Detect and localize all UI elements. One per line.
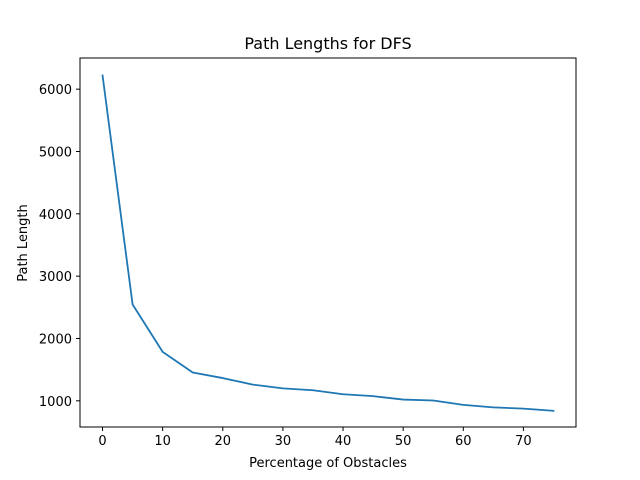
y-tick-label: 5000: [39, 145, 72, 160]
y-tick-label: 4000: [39, 208, 72, 223]
data-point-0-13: [492, 406, 494, 408]
x-axis-title: Percentage of Obstacles: [249, 456, 407, 471]
data-point-0-1: [132, 304, 134, 306]
plot-frame: [79, 57, 577, 428]
series-line-0: [101, 74, 555, 412]
x-tick-label: 50: [395, 434, 412, 449]
y-tick-label: 1000: [39, 395, 72, 410]
x-tick-label: 0: [98, 434, 106, 449]
plot-area: 0 10 20 30 40 50 60 70 1000 2000 3000 4000 5000 6000: [39, 57, 577, 449]
x-tick-label: 40: [335, 434, 352, 449]
data-point-0-4: [222, 377, 224, 379]
data-point-0-9: [372, 395, 374, 397]
y-tick-label: 6000: [39, 83, 72, 98]
y-tick-label: 2000: [39, 332, 72, 347]
y-tick-label: 3000: [39, 270, 72, 285]
data-point-0-12: [462, 404, 464, 406]
data-point-0-8: [342, 393, 344, 395]
data-point-0-3: [192, 372, 194, 374]
x-tick-label: 70: [515, 434, 532, 449]
data-point-0-7: [312, 389, 314, 391]
data-point-0-2: [162, 351, 164, 353]
x-tick-label: 30: [275, 434, 292, 449]
data-point-0-14: [522, 408, 524, 410]
x-tick-label: 60: [455, 434, 472, 449]
data-point-0-0: [102, 75, 104, 77]
data-point-0-15: [553, 410, 555, 412]
x-tick-label: 20: [215, 434, 232, 449]
data-point-0-5: [252, 384, 254, 386]
data-point-0-6: [282, 387, 284, 389]
y-axis-title: Path Length: [16, 204, 31, 282]
data-point-0-11: [432, 400, 434, 402]
x-tick-label: 10: [154, 434, 171, 449]
data-point-0-10: [402, 399, 404, 401]
chart-title: Path Lengths for DFS: [244, 34, 411, 53]
